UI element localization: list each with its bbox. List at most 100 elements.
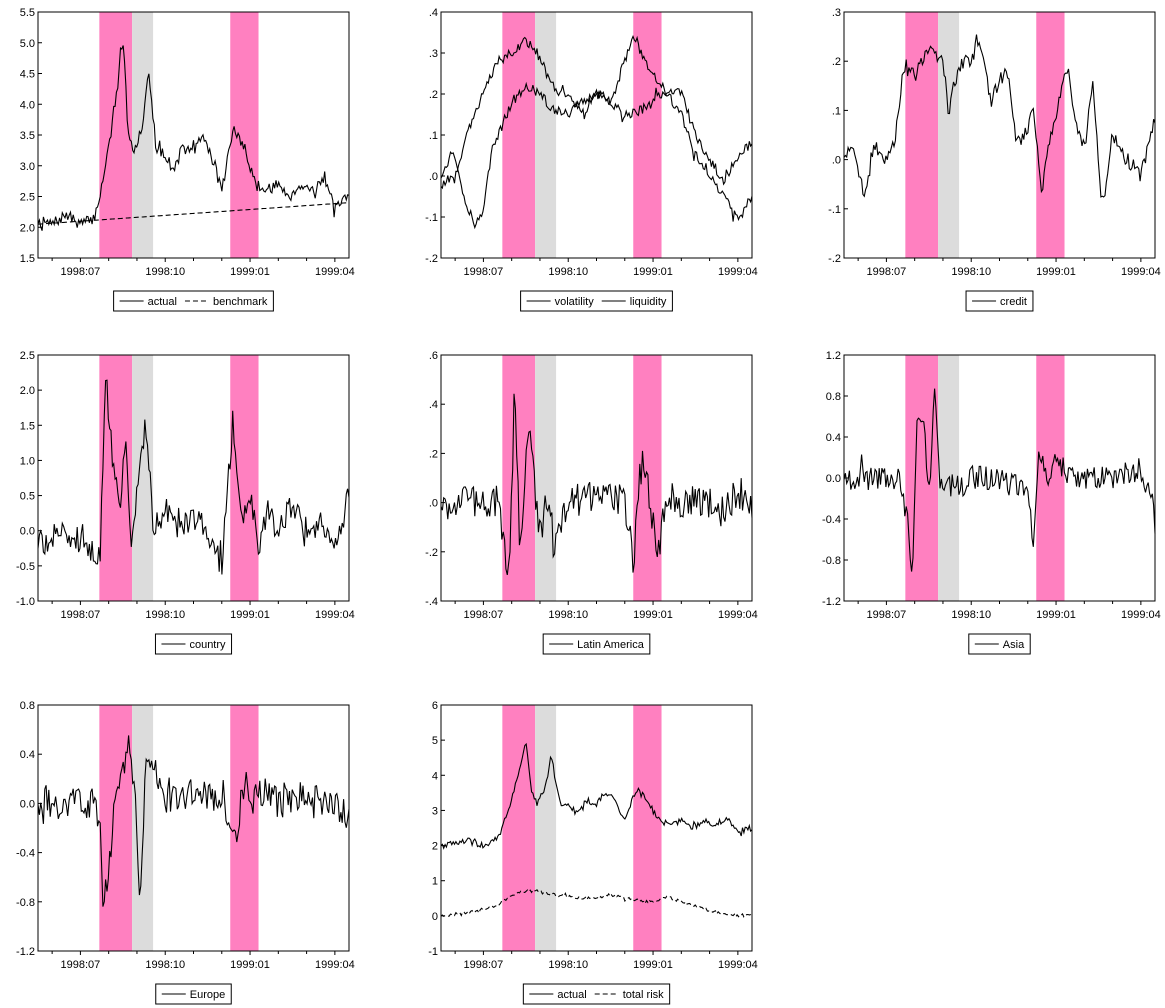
legend-label: credit	[1000, 296, 1027, 308]
series-line-benchmark	[37, 202, 349, 225]
panel-7: -1.2 -0.8 -0.4 0.0 0.4 0.8 1998:07 1998:10 1999:…	[16, 700, 355, 1005]
x-tick-label: 1998:10	[145, 266, 185, 278]
y-tick-label: -0.8	[16, 897, 35, 909]
legend-box	[968, 633, 1031, 655]
x-tick-label: 1999:01	[1036, 609, 1076, 621]
x-tick-label: 1998:07	[464, 609, 504, 621]
series-line-asia	[843, 388, 1156, 572]
legend-label: liquidity	[630, 296, 667, 308]
x-tick-label: 1998:07	[464, 266, 504, 278]
y-tick-label: 2	[432, 841, 438, 853]
y-tick-label: 0	[432, 911, 438, 923]
plot-frame	[440, 354, 753, 602]
legend-label: total risk	[623, 989, 664, 1001]
shade-pink-1	[99, 12, 133, 258]
series-line-total-risk	[440, 889, 753, 918]
shade-pink-3	[633, 12, 662, 258]
y-tick-label: -.2	[425, 547, 438, 559]
y-tick-label: 4	[432, 770, 438, 782]
legend-label: Europe	[190, 989, 225, 1001]
x-tick-label: 1998:07	[61, 959, 101, 971]
x-tick-label: 1999:04	[718, 959, 758, 971]
legend: actual total risk	[522, 983, 671, 1005]
x-tick-label: 1999:01	[633, 609, 673, 621]
plot-frame	[37, 704, 350, 952]
y-tick-label: 3.0	[20, 161, 35, 173]
y-tick-label: -.2	[425, 253, 438, 265]
y-tick-label: 5.0	[20, 38, 35, 50]
shade-pink-3	[230, 355, 259, 601]
series-line-volatility	[440, 35, 753, 222]
panel-6: -1.2 -0.8 -0.4 0.0 0.4 0.8 1.2 1998:07 1998:10 19…	[822, 350, 1161, 655]
y-tick-label: 2.5	[20, 192, 35, 204]
shade-gray-2	[132, 12, 154, 258]
y-tick-label: .1	[832, 105, 841, 117]
y-tick-label: 4.0	[20, 99, 35, 111]
y-tick-label: -0.4	[16, 848, 35, 860]
shade-pink-3	[230, 12, 259, 258]
y-tick-label: 0.8	[20, 700, 35, 712]
x-tick-label: 1999:01	[230, 609, 270, 621]
plot-frame	[843, 11, 1156, 259]
y-tick-label: 1.5	[20, 420, 35, 432]
y-tick-label: .0	[429, 498, 438, 510]
y-tick-label: .4	[429, 399, 438, 411]
plot-frame	[440, 704, 753, 952]
y-tick-label: -1.2	[16, 946, 35, 958]
y-tick-label: 3	[432, 805, 438, 817]
legend: actual benchmark	[113, 290, 274, 312]
series-line-credit	[843, 34, 1156, 198]
legend: credit	[965, 290, 1034, 312]
y-tick-label: 0.5	[20, 491, 35, 503]
y-tick-label: -1	[428, 946, 438, 958]
y-tick-label: 6	[432, 700, 438, 712]
series-line-liquidity	[440, 81, 753, 230]
series-line-country	[37, 379, 350, 575]
x-tick-label: 1999:04	[718, 266, 758, 278]
y-tick-label: -.1	[828, 204, 841, 216]
panel-1: 1.5 2.0 2.5 3.0 3.5 4.0 4.5 5.0 5.5 1998:07 1998:1…	[20, 7, 355, 312]
y-tick-label: .3	[832, 7, 841, 19]
x-tick-label: 1999:04	[315, 609, 355, 621]
series-line-europe	[37, 735, 350, 907]
x-tick-label: 1998:07	[867, 609, 907, 621]
y-tick-label: .3	[429, 48, 438, 60]
x-tick-label: 1998:10	[145, 959, 185, 971]
legend-box	[542, 633, 651, 655]
shade-gray-2	[535, 12, 557, 258]
legend-label: actual	[148, 296, 177, 308]
plot-frame	[440, 11, 753, 259]
x-tick-label: 1998:07	[867, 266, 907, 278]
y-tick-label: -.1	[425, 212, 438, 224]
y-tick-label: 0.0	[20, 526, 35, 538]
y-tick-label: 2.0	[20, 385, 35, 397]
y-tick-label: 0.4	[826, 432, 841, 444]
y-tick-label: .0	[832, 155, 841, 167]
y-tick-label: 3.5	[20, 130, 35, 142]
x-tick-label: 1998:07	[61, 266, 101, 278]
y-tick-label: 2.0	[20, 222, 35, 234]
shade-gray-2	[938, 12, 960, 258]
legend-box	[520, 290, 673, 312]
y-tick-label: -1.0	[16, 596, 35, 608]
y-tick-label: 4.5	[20, 69, 35, 81]
x-tick-label: 1999:04	[315, 266, 355, 278]
y-tick-label: 1	[432, 876, 438, 888]
y-tick-label: 1.5	[20, 253, 35, 265]
shade-pink-3	[230, 705, 259, 951]
y-tick-label: 5	[432, 735, 438, 747]
y-tick-label: 0.0	[20, 798, 35, 810]
x-tick-label: 1998:07	[61, 609, 101, 621]
panel-3: -.2 -.1 .0 .1 .2 .3 1998:07 1998:10 1999:01 1999:…	[828, 7, 1161, 312]
x-tick-label: 1999:04	[315, 959, 355, 971]
y-tick-label: -.4	[425, 596, 438, 608]
series-line-actual	[37, 45, 350, 231]
y-tick-label: .2	[429, 448, 438, 460]
legend-label: benchmark	[213, 296, 268, 308]
legend-label: volatility	[555, 296, 595, 308]
legend: Latin America	[542, 633, 651, 655]
panel-4: -1.0 -0.5 0.0 0.5 1.0 1.5 2.0 2.5 1998:07 1998:10…	[16, 350, 355, 655]
plot-frame	[37, 354, 350, 602]
shade-gray-2	[535, 705, 557, 951]
y-tick-label: -1.2	[822, 596, 841, 608]
